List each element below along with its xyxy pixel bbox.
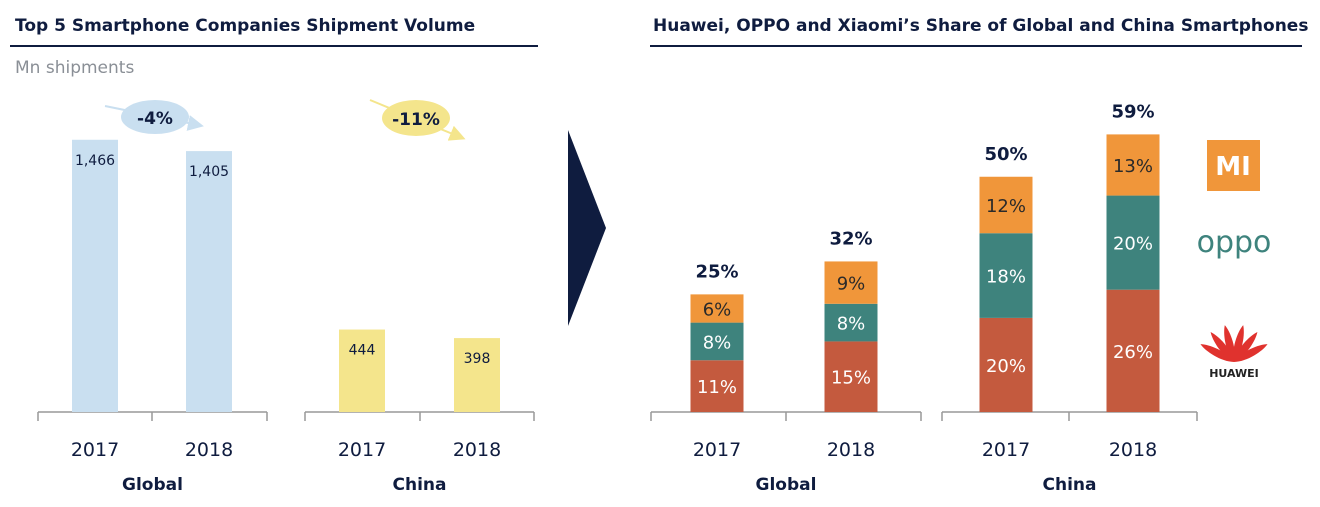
- segment-label: 20%: [986, 356, 1026, 377]
- xiaomi-logo-icon: [1207, 140, 1260, 191]
- huawei-logo-icon: [1200, 325, 1268, 362]
- right-chart-title: Huawei, OPPO and Xiaomi’s Share of Globa…: [653, 16, 1309, 36]
- data-label: 1,405: [189, 164, 229, 180]
- segment-label: 26%: [1113, 342, 1153, 363]
- data-label: 1,466: [75, 153, 115, 169]
- global-change-label: -4%: [137, 109, 173, 129]
- segment-label: 9%: [837, 274, 866, 295]
- x-tick-label: 2018: [1109, 439, 1157, 461]
- segment-label: 6%: [703, 299, 732, 320]
- segment-label: 18%: [986, 267, 1026, 288]
- segment-label: 11%: [697, 377, 737, 398]
- bar-china-2017: [339, 329, 385, 412]
- segment-xiaomi-china-2018: [1106, 134, 1160, 196]
- total-label: 50%: [984, 144, 1027, 165]
- xiaomi-logo-text: MI: [1215, 152, 1251, 182]
- group-label: Global: [756, 475, 817, 495]
- data-label: 444: [349, 343, 376, 359]
- x-tick-label: 2018: [185, 439, 233, 461]
- x-tick-label: 2017: [338, 439, 386, 461]
- segment-oppo-global-2017: [690, 322, 744, 361]
- segment-huawei-china-2018: [1106, 289, 1160, 412]
- data-label: 398: [464, 351, 491, 367]
- unit-label: Mn shipments: [15, 58, 135, 78]
- huawei-logo-text: HUAWEI: [1209, 367, 1259, 380]
- china-change-label: -11%: [392, 110, 440, 130]
- segment-xiaomi-global-2017: [690, 294, 744, 323]
- china-change-bubble: [382, 100, 450, 136]
- segment-huawei-global-2018: [824, 341, 878, 412]
- segment-label: 20%: [1113, 234, 1153, 255]
- x-tick-label: 2018: [827, 439, 875, 461]
- group-label: China: [1043, 475, 1097, 495]
- x-tick-label: 2017: [71, 439, 119, 461]
- segment-label: 13%: [1113, 156, 1153, 177]
- segment-label: 8%: [837, 314, 866, 335]
- left-title-underline: [10, 45, 538, 47]
- segment-xiaomi-global-2018: [824, 261, 878, 304]
- segment-oppo-global-2018: [824, 303, 878, 342]
- group-label: China: [393, 475, 447, 495]
- segment-xiaomi-china-2017: [979, 176, 1033, 234]
- bar-global-2017: [72, 139, 118, 412]
- segment-huawei-global-2017: [690, 360, 744, 412]
- separator-chevron-icon: [568, 130, 606, 326]
- segment-label: 12%: [986, 196, 1026, 217]
- total-label: 25%: [695, 261, 738, 282]
- x-tick-label: 2018: [453, 439, 501, 461]
- segment-label: 15%: [831, 368, 871, 389]
- segment-label: 8%: [703, 332, 732, 353]
- x-tick-label: 2017: [693, 439, 741, 461]
- total-label: 59%: [1111, 101, 1154, 122]
- left-chart-title: Top 5 Smartphone Companies Shipment Volu…: [15, 16, 476, 36]
- segment-huawei-china-2017: [979, 317, 1033, 412]
- global-change-bubble: [121, 100, 189, 134]
- segment-oppo-china-2018: [1106, 195, 1160, 290]
- bar-china-2018: [454, 338, 500, 412]
- right-title-underline: [650, 45, 1302, 47]
- total-label: 32%: [829, 228, 872, 249]
- bar-global-2018: [186, 151, 232, 413]
- segment-oppo-china-2017: [979, 233, 1033, 318]
- group-label: Global: [122, 475, 183, 495]
- x-tick-label: 2017: [982, 439, 1030, 461]
- oppo-logo-icon: oppo: [1197, 225, 1272, 260]
